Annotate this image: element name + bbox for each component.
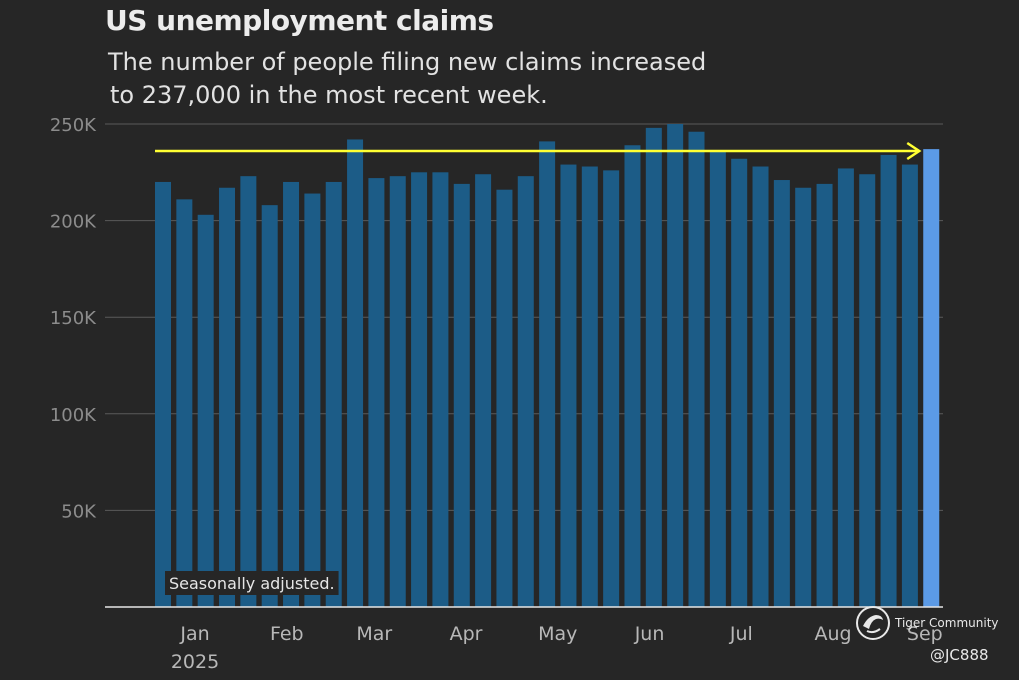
bar [816,183,833,607]
x-tick-label: Jun [634,623,665,645]
x-year-label: 2025 [171,651,219,673]
bar [539,141,556,607]
bar [795,187,812,608]
x-tick-label: Apr [450,623,483,645]
bar [752,166,769,607]
bar-latest [923,149,940,607]
watermark-name: Tiger Community [895,616,999,630]
bar [709,151,726,607]
y-tick-label: 50K [61,501,97,522]
x-tick-label: Aug [815,623,852,645]
bar [880,154,897,608]
bar [859,174,876,607]
bar [773,180,790,607]
x-tick-label: Feb [270,623,304,645]
bar [453,183,470,607]
bar [581,166,598,607]
note-box: Seasonally adjusted. [165,571,339,595]
y-tick-label: 200K [50,212,97,233]
x-tick-label: Jul [729,623,753,645]
bar [517,176,534,607]
subtitle-line-2: to 237,000 in the most recent week. [110,81,548,109]
bar [197,214,214,607]
x-tick-label: Sep [907,623,943,645]
bar [261,205,278,608]
bar [411,172,428,608]
watermark: Tiger Community @JC888 [854,604,1014,674]
watermark-handle: @JC888 [930,646,989,664]
chart-title: US unemployment claims [105,4,494,37]
y-axis-labels: 50K 100K 150K 200K 250K [50,115,97,522]
bar [496,189,513,608]
bar [368,178,385,607]
x-tick-label: May [538,623,577,645]
bar [688,131,705,607]
tiger-logo-icon [856,606,890,640]
bar [240,176,257,607]
bar [325,181,342,607]
bar [219,187,236,608]
reference-arrow [155,141,922,161]
subtitle-line-1: The number of people filing new claims i… [108,48,707,76]
bar [304,193,321,607]
y-tick-label: 150K [50,308,97,329]
bar [347,139,364,607]
bar [731,158,748,607]
bar [901,164,918,607]
x-tick-label: Mar [356,623,392,645]
chart-subtitle: The number of people filing new claims i… [108,46,748,112]
note-background [165,571,339,595]
bar [645,127,662,607]
y-tick-label: 250K [50,115,97,136]
bar [389,176,406,607]
y-tick-label: 100K [50,405,97,426]
bar [176,199,193,607]
x-tick-label: Jan [179,623,209,645]
x-axis-labels: Jan Feb Mar Apr May Jun Jul Aug Sep 2025 [171,623,943,673]
bar [667,124,684,607]
bar [155,181,171,607]
bar [560,164,577,607]
bar [283,181,300,607]
bar [603,170,620,608]
note-text: Seasonally adjusted. [169,574,335,593]
bar [432,172,449,608]
bar [837,168,854,607]
bar-series [155,124,940,608]
bar [624,145,641,607]
arrow-head-icon [906,141,922,161]
bar [475,174,492,607]
